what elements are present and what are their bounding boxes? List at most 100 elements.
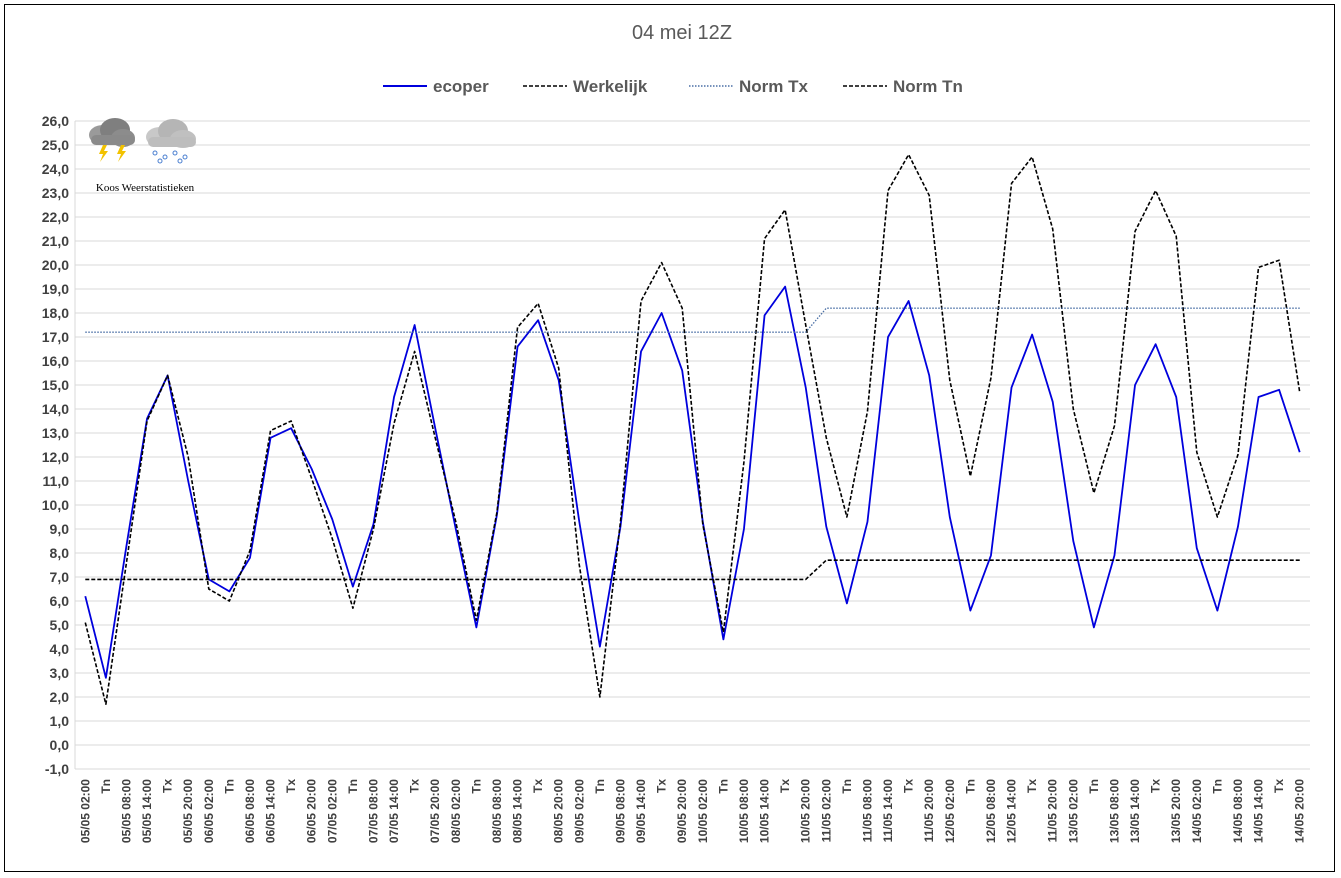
series-line-werkelijk [84,153,1301,706]
y-tick-label: 17,0 [42,329,69,345]
x-tick-label: 05/05 14:00 [140,779,154,843]
y-tick-label: 10,0 [42,497,69,513]
x-tick-label: Tn [222,779,236,794]
y-tick-label: 7,0 [50,569,70,585]
x-tick-label: Tx [284,779,298,793]
y-tick-label: 24,0 [42,161,69,177]
x-tick-label: Tx [408,779,422,793]
series-line-norm-tn [85,559,1300,581]
legend-label: Werkelijk [573,77,648,96]
x-tick-label: 14/05 20:00 [1293,779,1307,843]
x-tick-label: 07/05 08:00 [366,779,380,843]
legend-label: Norm Tn [893,77,963,96]
x-tick-label: 09/05 20:00 [675,779,689,843]
grid [74,120,1310,770]
x-tick-label: 09/05 14:00 [634,779,648,843]
y-tick-label: 19,0 [42,281,69,297]
x-tick-label: Tx [161,779,175,793]
y-tick-label: 15,0 [42,377,69,393]
x-tick-label: Tn [469,779,483,794]
y-tick-label: 5,0 [50,617,70,633]
y-tick-label: 25,0 [42,137,69,153]
y-tick-label: 0,0 [50,737,70,753]
y-tick-label: 12,0 [42,449,69,465]
x-tick-label: 12/05 14:00 [1005,779,1019,843]
series-line-norm-tx [85,307,1300,333]
x-tick-label: Tx [902,779,916,793]
x-tick-label: 10/05 20:00 [799,779,813,843]
x-tick-label: Tn [99,779,113,794]
y-tick-label: 22,0 [42,209,69,225]
y-tick-label: 13,0 [42,425,69,441]
y-tick-label: 20,0 [42,257,69,273]
x-tick-label: Tx [1272,779,1286,793]
y-tick-label: 9,0 [50,521,70,537]
y-tick-label: 2,0 [50,689,70,705]
x-tick-label: Tx [531,779,545,793]
y-tick-label: 1,0 [50,713,70,729]
y-tick-label: 4,0 [50,641,70,657]
x-tick-label: 13/05 08:00 [1107,779,1121,843]
y-tick-label: 6,0 [50,593,70,609]
x-tick-label: 06/05 08:00 [243,779,257,843]
y-tick-label: 16,0 [42,353,69,369]
legend-label: Norm Tx [739,77,809,96]
line-chart: 04 mei 12Z ecoper Werkelijk Norm Tx Norm Tn… [42,22,1310,843]
x-tick-label: 07/05 02:00 [325,779,339,843]
x-tick-label: 12/05 02:00 [943,779,957,843]
x-tick-label: 09/05 08:00 [613,779,627,843]
x-tick-label: 11/05 20:00 [1046,779,1060,843]
y-tick-label: 3,0 [50,665,70,681]
thunderstorm-cloud-icon [89,118,135,162]
y-tick-label: 8,0 [50,545,70,561]
x-axis-ticks: 05/05 02:00 Tn 05/05 08:00 05/05 14:00 Tx 05/… [78,779,1306,843]
y-axis-ticks: -1,0 0,0 1,0 2,0 3,0 4,0 5,0 6,0 7,0 8,0 9,0 10,0 11… [42,113,69,777]
y-tick-label: 26,0 [42,113,69,129]
x-tick-label: Tx [1149,779,1163,793]
x-tick-label: 06/05 20:00 [305,779,319,843]
logo: Koos Weerstatistieken [89,118,196,194]
x-tick-label: 13/05 02:00 [1066,779,1080,843]
x-tick-label: 13/05 14:00 [1128,779,1142,843]
chart-frame: 04 mei 12Z ecoper Werkelijk Norm Tx Norm Tn… [4,4,1335,872]
x-tick-label: 05/05 02:00 [78,779,92,843]
x-tick-label: 10/05 14:00 [758,779,772,843]
x-tick-label: 11/05 02:00 [819,779,833,843]
x-tick-label: Tn [1210,779,1224,794]
x-tick-label: 06/05 02:00 [202,779,216,843]
x-tick-label: 11/05 08:00 [860,779,874,843]
x-tick-label: 05/05 08:00 [119,779,133,843]
x-tick-label: 06/05 14:00 [264,779,278,843]
x-tick-label: 09/05 02:00 [572,779,586,843]
snow-cloud-icon [146,119,196,164]
x-tick-label: Tn [593,779,607,794]
x-tick-label: 14/05 02:00 [1190,779,1204,843]
x-tick-label: 12/05 08:00 [984,779,998,843]
y-tick-label: 14,0 [42,401,69,417]
x-tick-label: Tx [778,779,792,793]
x-tick-label: Tx [655,779,669,793]
x-tick-label: 11/05 20:00 [922,779,936,843]
x-tick-label: 07/05 20:00 [428,779,442,843]
series-line-ecoper [84,285,1301,679]
x-tick-label: 11/05 14:00 [881,779,895,843]
y-tick-label: -1,0 [45,761,69,777]
x-tick-label: 10/05 02:00 [696,779,710,843]
x-tick-label: Tn [716,779,730,794]
y-tick-label: 11,0 [43,473,70,489]
x-tick-label: 08/05 14:00 [511,779,525,843]
x-tick-label: 14/05 08:00 [1231,779,1245,843]
x-tick-label: 13/05 20:00 [1169,779,1183,843]
x-tick-label: 14/05 14:00 [1252,779,1266,843]
x-tick-label: Tn [1087,779,1101,794]
legend: ecoper Werkelijk Norm Tx Norm Tn [383,77,963,96]
legend-label: ecoper [433,77,489,96]
logo-text: Koos Weerstatistieken [96,182,195,194]
x-tick-label: 10/05 08:00 [737,779,751,843]
x-tick-label: Tn [840,779,854,794]
x-tick-label: 08/05 02:00 [449,779,463,843]
y-tick-label: 21,0 [42,233,69,249]
x-tick-label: Tx [1025,779,1039,793]
x-tick-label: 05/05 20:00 [181,779,195,843]
x-tick-label: Tn [963,779,977,794]
